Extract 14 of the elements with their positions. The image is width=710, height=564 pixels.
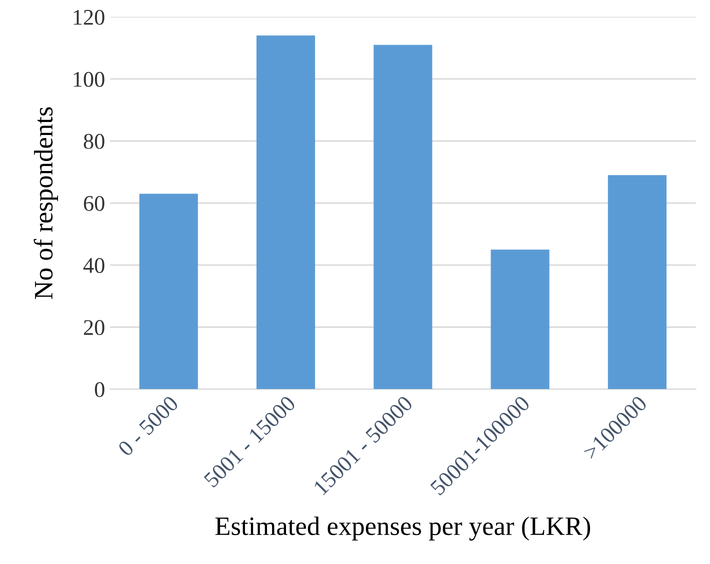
bar [490,250,550,390]
y-tick-label: 0 [94,382,104,398]
y-tick-label: 80 [84,134,104,149]
bar [374,44,432,390]
bar [256,36,316,390]
y-tick-label: 100 [74,72,104,87]
x-axis-title: Estimated expenses per year (LKR) [215,516,590,541]
y-axis-title: No of respondents [34,107,58,300]
y-tick-label: 60 [84,196,104,211]
bar [139,194,198,390]
bar [608,175,667,390]
y-tick-label: 120 [74,10,104,25]
y-tick-label: 40 [83,258,104,274]
y-tick-label: 20 [84,320,104,336]
